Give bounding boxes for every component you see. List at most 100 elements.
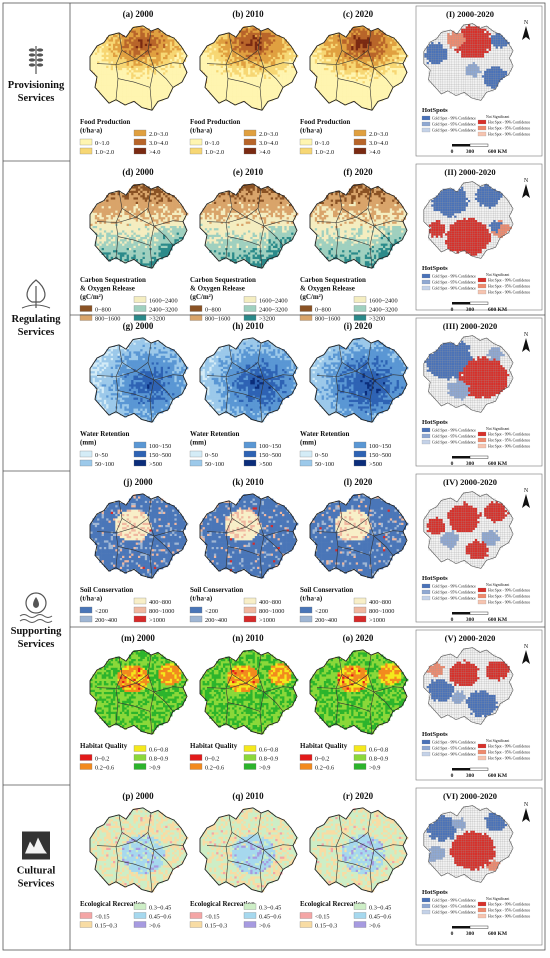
hotspot-cell: [505, 55, 508, 57]
map-cell: [172, 75, 175, 78]
hotspot-cell: [461, 31, 464, 33]
map-cell: [214, 68, 217, 71]
map-cell: [228, 39, 231, 42]
map-cell: [322, 59, 325, 62]
map-cell: [383, 44, 386, 47]
map-cell: [367, 105, 370, 108]
hotspot-cell: [454, 71, 457, 73]
hotspot-cell: [482, 64, 485, 66]
hotspot-cell: [491, 51, 494, 53]
map-cell: [335, 42, 338, 45]
hotspot-cell: [466, 29, 469, 31]
map-cell: [278, 68, 281, 71]
map-cell: [385, 66, 388, 69]
map-cell: [241, 39, 244, 42]
map-cell: [133, 200, 136, 203]
hotspot-cell: [429, 51, 432, 53]
map-cell: [331, 37, 334, 40]
map-cell: [243, 39, 246, 42]
hotspot-cell: [498, 40, 501, 42]
hotspot-cell: [443, 71, 446, 73]
map-cell: [394, 79, 397, 82]
map-cell: [239, 37, 242, 40]
map-cell: [111, 35, 114, 38]
map-cell: [344, 83, 347, 86]
map-cell: [278, 39, 281, 42]
map-cell: [138, 197, 141, 200]
map-cell: [326, 61, 329, 64]
map-cell: [136, 28, 139, 31]
map-cell: [143, 59, 146, 62]
map-cell: [163, 53, 166, 56]
map-cell: [275, 83, 278, 86]
map-cell: [246, 53, 249, 56]
hotspot-cell: [473, 49, 476, 51]
map-cell: [106, 208, 109, 211]
map-cell: [349, 92, 352, 95]
hotspot-cell: [486, 49, 489, 51]
map-cell: [232, 55, 235, 58]
map-cell: [356, 88, 359, 91]
map-cell: [124, 202, 127, 205]
map-cell: [324, 57, 327, 60]
hotspot-cell: [484, 44, 487, 46]
map-cell: [165, 92, 168, 95]
hotspot-cell: [470, 58, 473, 60]
hotspot-cell: [463, 49, 466, 51]
map-cell: [360, 70, 363, 73]
hotspot-cell: [445, 42, 448, 44]
hotspot-cell: [486, 69, 489, 71]
map-cell: [115, 35, 118, 38]
map-cell: [221, 88, 224, 91]
map-cell: [401, 55, 404, 58]
map-cell: [266, 53, 269, 56]
map-cell: [317, 68, 320, 71]
map-cell: [232, 72, 235, 75]
map-cell: [97, 70, 100, 73]
map-cell: [328, 37, 331, 40]
map-cell: [394, 46, 397, 49]
map-cell: [154, 99, 157, 102]
map-cell: [388, 90, 391, 93]
map-cell: [246, 94, 249, 97]
hotspot-cell: [480, 73, 483, 75]
map-cell: [342, 92, 345, 95]
map-cell: [172, 200, 175, 203]
hotspot-cell: [466, 31, 469, 33]
map-cell: [360, 33, 363, 36]
map-cell: [268, 35, 271, 38]
hotspot-cell: [466, 82, 469, 84]
map-cell: [102, 53, 105, 56]
map-cell: [338, 97, 341, 100]
map-cell: [108, 77, 111, 80]
map-cell: [363, 66, 366, 69]
map-cell: [147, 70, 150, 73]
map-cell: [363, 35, 366, 38]
map-cell: [156, 55, 159, 58]
map-cell: [353, 90, 356, 93]
hotspot-cell: [493, 55, 496, 57]
hotspot-cell: [484, 53, 487, 55]
hotspot-cell: [484, 49, 487, 51]
hotspot-cell: [482, 31, 485, 33]
map-cell: [122, 59, 125, 62]
hotspot-cell: [486, 64, 489, 66]
map-cell: [342, 72, 345, 75]
map-cell: [165, 195, 168, 198]
map-cell: [163, 50, 166, 53]
map-cell: [340, 68, 343, 71]
map-cell: [230, 75, 233, 78]
map-cell: [324, 92, 327, 95]
map-cell: [102, 44, 105, 47]
map-cell: [344, 92, 347, 95]
map-cell: [363, 88, 366, 91]
hotspot-cell: [493, 86, 496, 88]
hotspot-cell: [470, 46, 473, 48]
map-cell: [278, 66, 281, 69]
hotspot-cell: [440, 78, 443, 80]
map-cell: [374, 88, 377, 91]
map-cell: [374, 50, 377, 53]
map-cell: [156, 39, 159, 42]
hotspot-cell: [468, 75, 471, 77]
hotspot-cell: [489, 66, 492, 68]
